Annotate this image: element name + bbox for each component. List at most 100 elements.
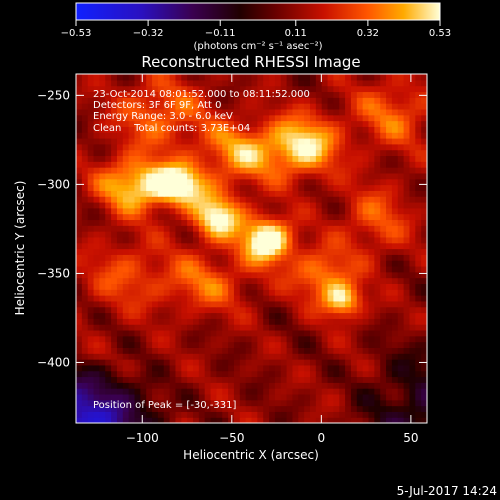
heatmap-cell: [210, 289, 217, 296]
colorbar-tick-label: 0.32: [357, 28, 379, 39]
heatmap-cell: [368, 260, 375, 267]
heatmap-cell: [76, 143, 83, 151]
heatmap-cell: [245, 335, 253, 343]
heatmap-cell: [134, 289, 141, 296]
heatmap-cell: [181, 97, 188, 104]
heatmap-cell: [233, 155, 241, 162]
heatmap-cell: [193, 324, 200, 331]
heatmap-cell: [286, 184, 294, 191]
heatmap-cell: [298, 149, 305, 157]
heatmap-cell: [286, 79, 294, 87]
heatmap-cell: [286, 260, 294, 267]
heatmap-cell: [99, 254, 106, 261]
heatmap-cell: [280, 393, 288, 401]
heatmap-cell: [146, 155, 153, 162]
heatmap-cell: [251, 341, 258, 348]
heatmap-cell: [99, 143, 106, 151]
heatmap-cell: [193, 347, 200, 354]
heatmap-cell: [386, 132, 393, 139]
heatmap-cell: [386, 283, 393, 290]
heatmap-cell: [269, 312, 276, 319]
heatmap-cell: [350, 225, 358, 232]
heatmap-cell: [362, 213, 370, 221]
heatmap-cell: [356, 120, 364, 127]
heatmap-cell: [310, 260, 317, 267]
heatmap-cell: [228, 271, 235, 279]
heatmap-cell: [403, 178, 411, 186]
heatmap-cell: [386, 120, 393, 127]
heatmap-cell: [263, 190, 270, 197]
heatmap-cell: [251, 405, 258, 412]
heatmap-cell: [310, 411, 317, 418]
heatmap-cell: [339, 167, 346, 174]
heatmap-cell: [386, 359, 393, 366]
heatmap-cell: [245, 103, 253, 110]
heatmap-cell: [368, 248, 375, 255]
heatmap-cell: [403, 376, 411, 383]
heatmap-cell: [204, 137, 212, 145]
heatmap-cell: [216, 225, 223, 232]
heatmap-cell: [403, 254, 411, 261]
heatmap-cell: [257, 283, 264, 290]
heatmap-cell: [175, 265, 182, 273]
heatmap-cell: [169, 207, 177, 215]
y-axis-ticks: −250−300−350−400: [37, 88, 427, 369]
heatmap-cell: [111, 207, 118, 215]
heatmap-cell: [397, 178, 405, 186]
heatmap-cell: [245, 254, 253, 261]
heatmap-cell: [327, 353, 334, 360]
heatmap-cell: [374, 300, 381, 308]
heatmap-cell: [310, 271, 317, 279]
heatmap-cell: [310, 103, 317, 110]
heatmap-cell: [391, 359, 399, 366]
heatmap-cell: [374, 178, 381, 186]
heatmap-cell: [397, 120, 405, 127]
heatmap-cell: [198, 97, 206, 104]
heatmap-cell: [216, 347, 223, 354]
heatmap-cell: [310, 393, 317, 401]
heatmap-cell: [128, 335, 136, 343]
heatmap-cell: [350, 260, 358, 267]
heatmap-cell: [216, 364, 223, 372]
heatmap-cell: [380, 399, 387, 407]
heatmap-cell: [415, 108, 422, 116]
heatmap-cell: [251, 318, 258, 325]
heatmap-cell: [280, 91, 288, 98]
heatmap-cell: [122, 382, 130, 389]
heatmap-cell: [386, 242, 393, 250]
heatmap-cell: [386, 399, 393, 407]
heatmap-cell: [204, 97, 212, 104]
heatmap-cell: [368, 417, 375, 423]
heatmap-cell: [210, 132, 217, 139]
heatmap-cell: [415, 74, 422, 81]
heatmap-cell: [368, 178, 375, 186]
heatmap-cell: [175, 161, 182, 168]
heatmap-cell: [204, 190, 212, 197]
heatmap-cell: [93, 236, 100, 244]
heatmap-cell: [397, 137, 405, 145]
heatmap-cell: [286, 120, 294, 127]
heatmap-cell: [374, 108, 381, 116]
heatmap-cell: [362, 289, 370, 296]
heatmap-cell: [380, 190, 387, 197]
heatmap-cell: [111, 190, 118, 197]
heatmap-cell: [350, 207, 358, 215]
heatmap-cell: [333, 120, 340, 127]
heatmap-cell: [368, 370, 375, 378]
heatmap-cell: [269, 254, 276, 261]
heatmap-cell: [350, 149, 358, 157]
heatmap-cell: [193, 196, 200, 203]
heatmap-cell: [93, 149, 100, 157]
heatmap-cell: [93, 231, 100, 238]
heatmap-cell: [81, 213, 89, 221]
heatmap-cell: [333, 108, 340, 116]
heatmap-cell: [315, 126, 323, 133]
heatmap-cell: [386, 271, 393, 279]
heatmap-cell: [163, 85, 171, 93]
heatmap-cell: [222, 382, 229, 389]
heatmap-cell: [216, 306, 223, 314]
heatmap-cell: [409, 248, 416, 255]
heatmap-cell: [321, 155, 329, 162]
heatmap-cell: [386, 341, 393, 348]
heatmap-cell: [163, 79, 171, 87]
